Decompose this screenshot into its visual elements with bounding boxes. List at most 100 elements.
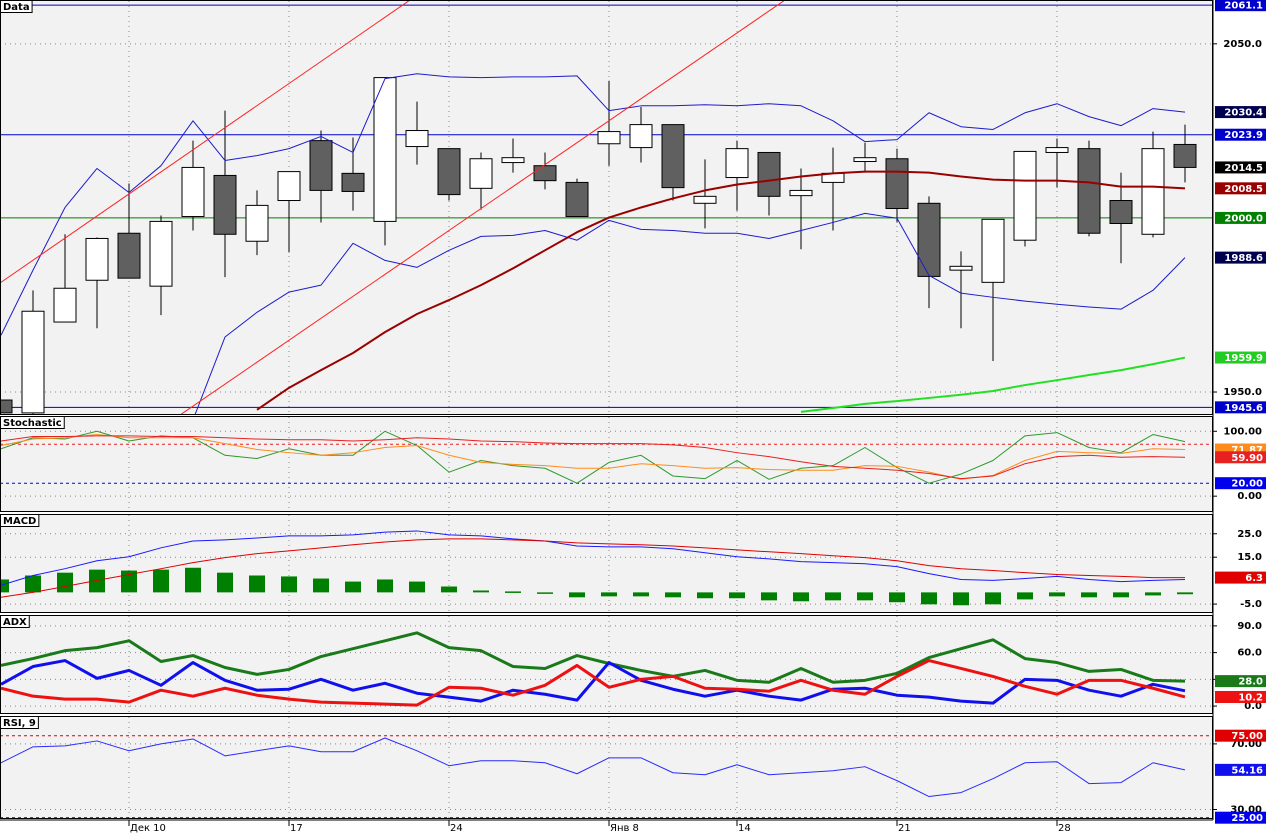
- value-tag-label: 59.90: [1231, 453, 1263, 464]
- panel-title: Stochastic: [3, 418, 62, 429]
- series-line: [1, 659, 1186, 705]
- panel: [1, 616, 1212, 713]
- candle-body: [565, 181, 589, 218]
- candle-body: [341, 172, 365, 192]
- x-tick-label: 28: [1058, 823, 1071, 834]
- y-tick-label: 100.00: [1223, 426, 1262, 437]
- series-line: [800, 356, 1186, 413]
- candle-body: [181, 166, 205, 218]
- x-tick-label: Дек 10: [130, 823, 166, 834]
- histogram-bar: [217, 572, 233, 593]
- histogram-bar: [889, 592, 905, 603]
- y-tick-label: 15.0: [1237, 552, 1262, 563]
- candle-body: [213, 174, 237, 235]
- histogram-bar: [1113, 592, 1129, 598]
- candle-body: [1077, 148, 1101, 234]
- histogram-bar: [985, 592, 1001, 605]
- y-tick-label: 0.0: [1244, 701, 1262, 712]
- value-tag: [1215, 401, 1266, 414]
- histogram-bar: [1177, 592, 1193, 595]
- histogram-bar: [185, 567, 201, 593]
- panel-background: [0, 716, 1213, 819]
- histogram-bar: [921, 592, 937, 605]
- panel-title-box: [0, 514, 40, 527]
- value-tag: [1215, 211, 1266, 224]
- y-tick-label: 1950.0: [1223, 387, 1262, 398]
- candle-body: [533, 165, 557, 182]
- histogram-bar: [25, 575, 41, 593]
- value-tag-label: 1988.6: [1224, 253, 1263, 264]
- value-tag: [1215, 477, 1266, 490]
- value-tag-label: 1959.9: [1224, 353, 1263, 364]
- panel-title: RSI, 9: [3, 718, 36, 729]
- histogram-bar: [153, 569, 169, 593]
- series-line: [256, 170, 1186, 411]
- panel-title-box: [0, 416, 65, 429]
- candle-body: [149, 220, 173, 287]
- candle-body: [629, 124, 653, 149]
- candle-body: [437, 148, 461, 196]
- value-tag: [1215, 128, 1266, 141]
- y-tick-label: 2050.0: [1223, 39, 1262, 50]
- panel-title: Data: [3, 2, 30, 13]
- candle-body: [53, 287, 77, 323]
- value-tag-label: 2000.0: [1224, 213, 1263, 224]
- candle-body: [1045, 147, 1069, 153]
- y-tick-label: 0.00: [1237, 491, 1262, 502]
- candle-body: [373, 77, 397, 222]
- value-tag: [1215, 0, 1266, 12]
- candle-body: [789, 189, 813, 197]
- candle-body: [1, 399, 13, 414]
- value-tag-label: 75.00: [1231, 731, 1263, 742]
- histogram-bar: [537, 592, 553, 594]
- panel-title-box: [0, 615, 30, 628]
- trend-line: [180, 1, 785, 414]
- candle-body: [981, 218, 1005, 283]
- candle-body: [277, 171, 301, 202]
- histogram-bar: [281, 576, 297, 593]
- histogram-bar: [473, 590, 489, 593]
- value-tag-label: 71.87: [1231, 445, 1263, 456]
- candle-body: [309, 140, 333, 191]
- value-tag-label: 6.3: [1245, 573, 1263, 584]
- series-line: [1, 430, 1186, 484]
- value-tag: [1215, 161, 1266, 174]
- series-line: [1, 631, 1186, 684]
- panel: [1, 717, 1212, 818]
- series-line: [1, 530, 1186, 586]
- panel-title: ADX: [3, 617, 27, 628]
- histogram-bar: [1, 579, 9, 593]
- candle-body: [1141, 148, 1165, 235]
- value-tag: [1215, 729, 1266, 742]
- panel: [1, 1, 1212, 414]
- x-tick-label: 24: [450, 823, 463, 834]
- histogram-bar: [601, 592, 617, 597]
- value-tag: [1215, 251, 1266, 264]
- value-tag-label: 2061.1: [1224, 1, 1263, 12]
- histogram-bar: [825, 592, 841, 601]
- histogram-bar: [313, 578, 329, 593]
- candle-body: [661, 124, 685, 189]
- histogram-bar: [1081, 592, 1097, 598]
- trend-line: [1, 1, 410, 283]
- candle-body: [501, 157, 525, 164]
- candle-body: [853, 157, 877, 163]
- x-tick-label: 21: [898, 823, 911, 834]
- candle-body: [21, 310, 45, 414]
- value-tag: [1215, 106, 1266, 119]
- histogram-bar: [729, 592, 745, 599]
- value-tag-label: 2030.4: [1224, 108, 1263, 119]
- value-tag-label: 28.0: [1238, 677, 1263, 688]
- y-tick-label: 30.00: [1230, 804, 1262, 815]
- value-tag: [1215, 675, 1266, 688]
- candle-body: [757, 151, 781, 197]
- y-tick-label: -5.0: [1240, 599, 1262, 610]
- series-line: [1, 73, 1186, 336]
- histogram-bar: [857, 592, 873, 601]
- candle-body: [725, 148, 749, 179]
- series-line: [1, 659, 1186, 707]
- value-tag: [1215, 811, 1266, 824]
- value-tag: [1215, 690, 1266, 703]
- panel-title-box: [0, 716, 39, 729]
- panel: [1, 417, 1212, 511]
